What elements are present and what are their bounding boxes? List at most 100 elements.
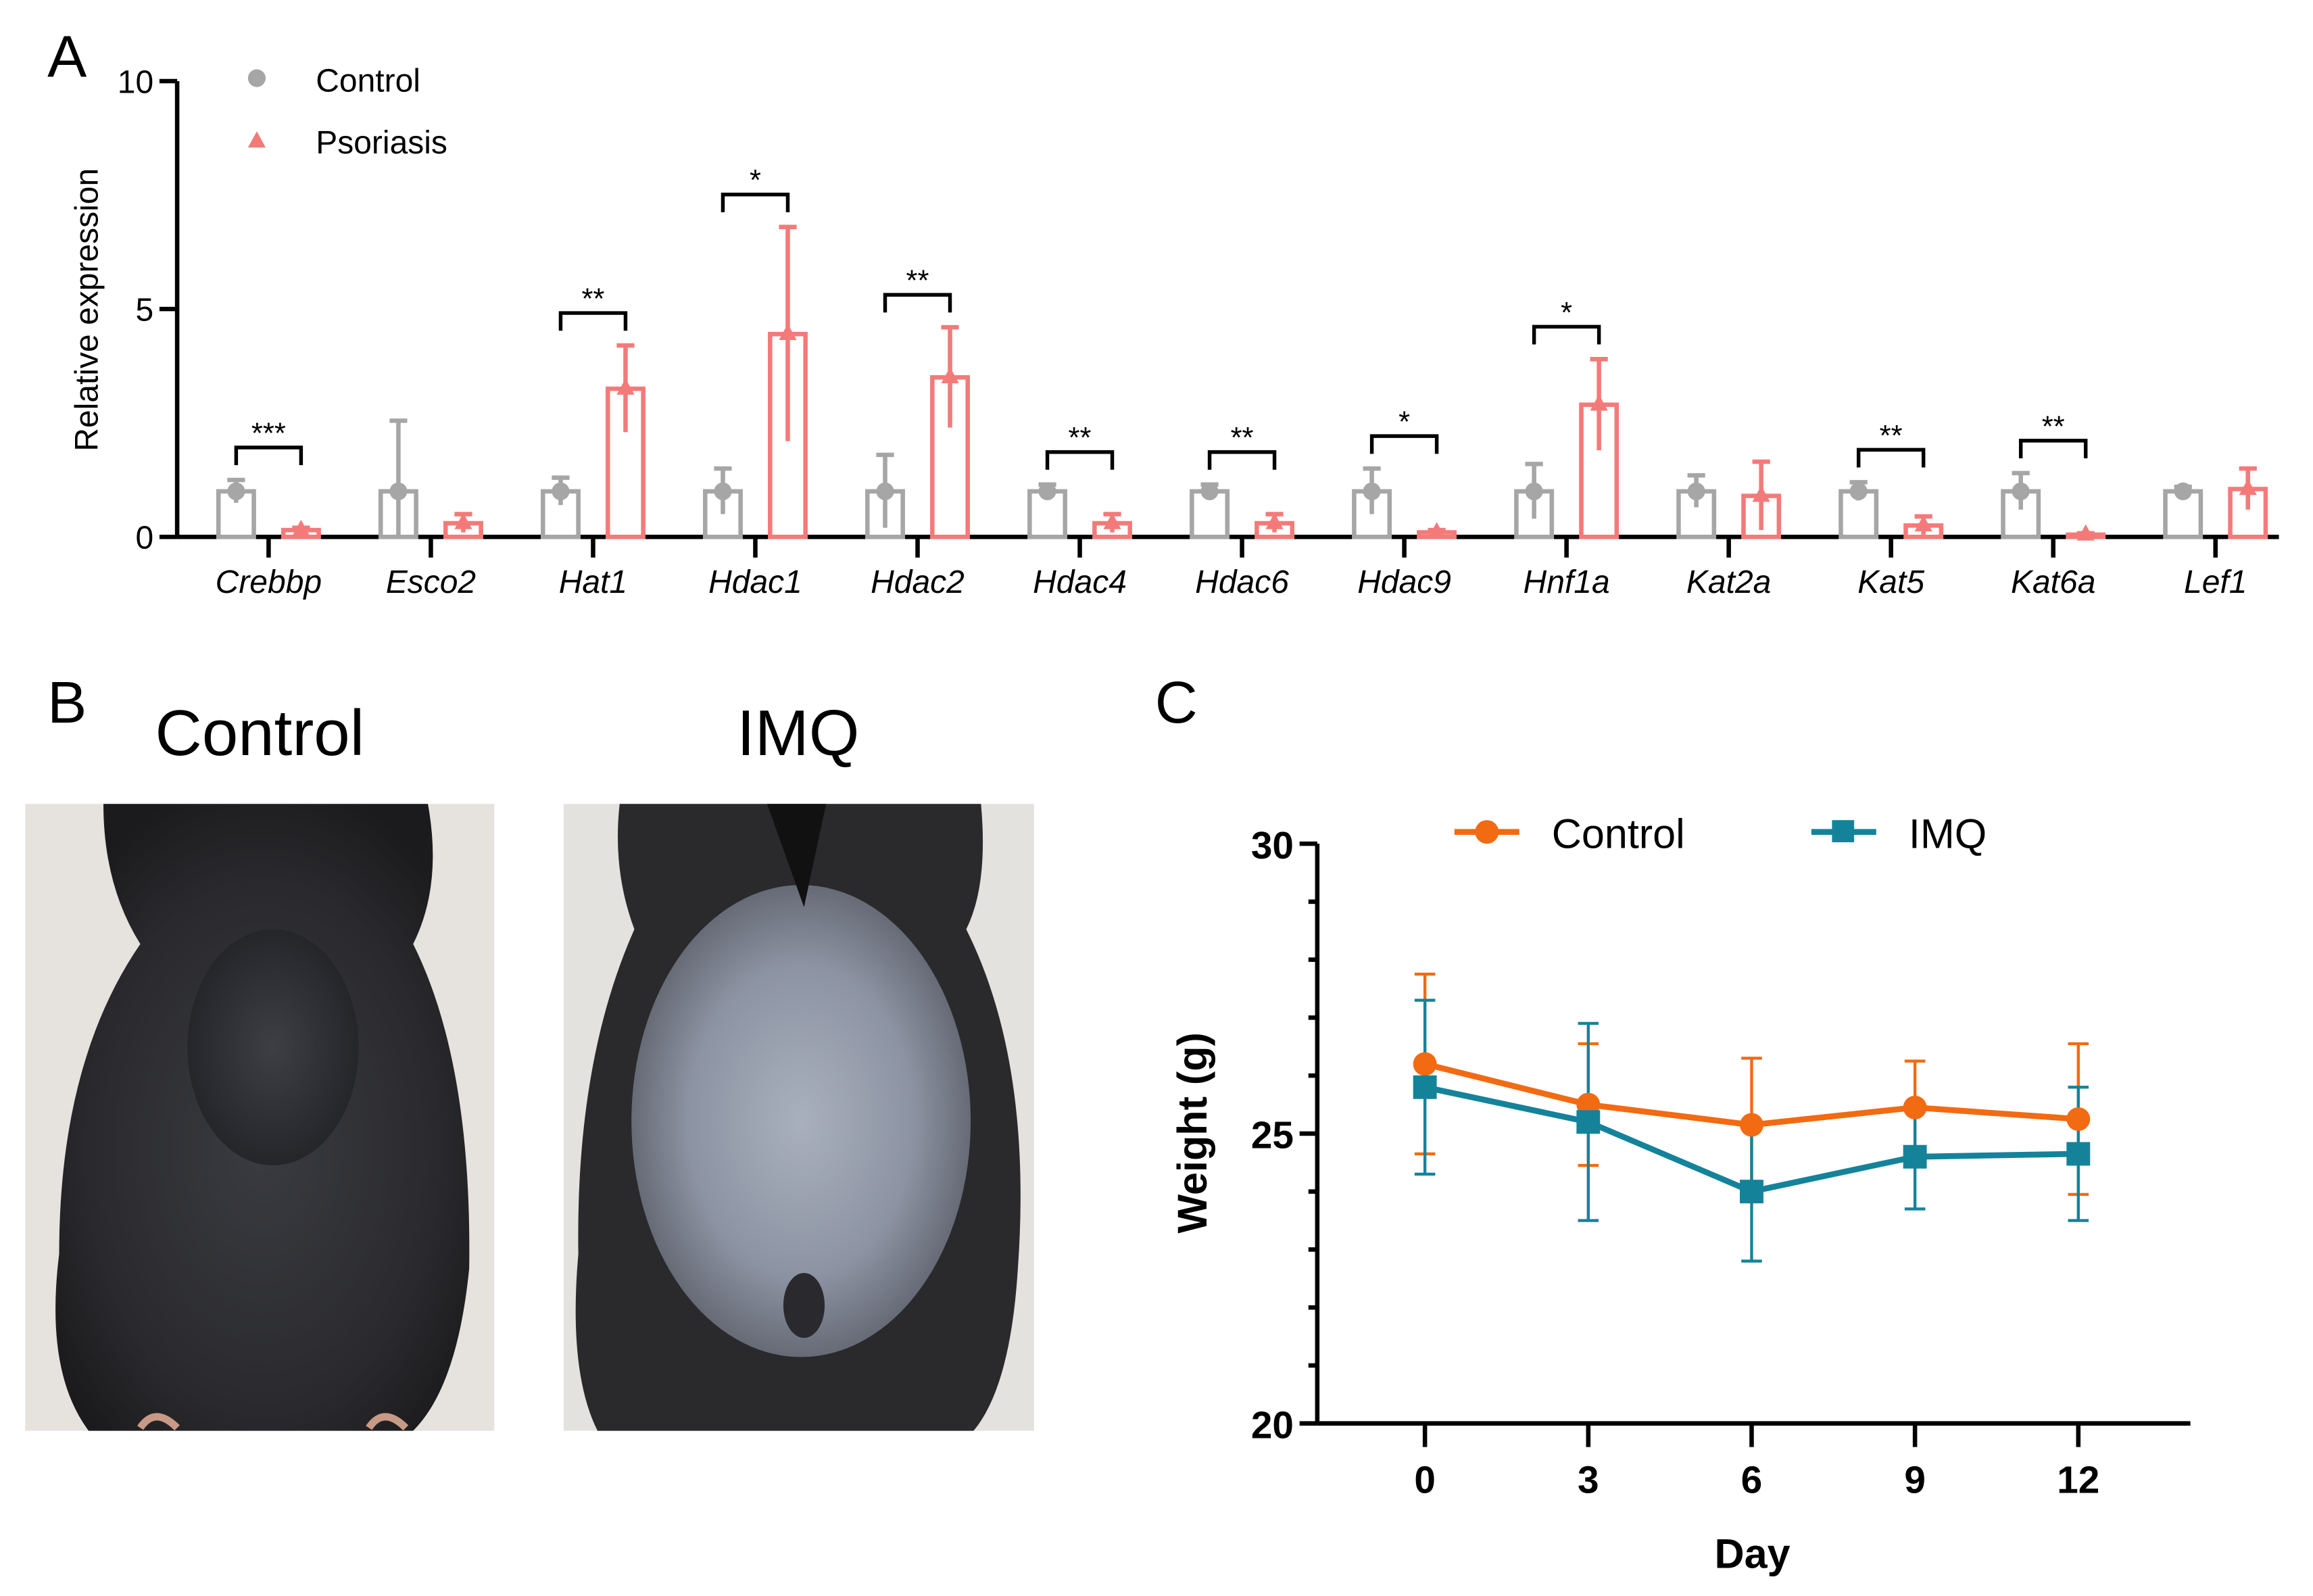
- data-point-control: [1363, 482, 1381, 500]
- data-point-psoriasis: [1428, 522, 1446, 539]
- legend-marker-imq: [1832, 820, 1855, 842]
- significance-bracket: [1045, 450, 1115, 470]
- data-point-psoriasis: [1752, 485, 1770, 502]
- significance-bracket: [1369, 434, 1439, 454]
- data-point-psoriasis: [1914, 515, 1932, 532]
- data-point-control: [714, 482, 732, 500]
- data-point-psoriasis: [292, 519, 310, 536]
- y-axis-label: Relative expression: [69, 168, 105, 452]
- data-point-control: [1740, 1113, 1763, 1137]
- data-point-control: [1200, 482, 1219, 500]
- data-point-psoriasis: [616, 378, 635, 395]
- photo-control-mouse: [25, 804, 495, 1431]
- data-point-psoriasis: [454, 512, 472, 529]
- significance-label: **: [2042, 410, 2065, 443]
- data-point-control: [2012, 482, 2030, 500]
- data-point-psoriasis: [779, 323, 797, 340]
- significance-bracket: [1207, 450, 1277, 470]
- y-tick-label: 30: [1251, 825, 1294, 867]
- data-point-control: [1413, 1052, 1437, 1076]
- x-tick-label: 12: [2057, 1459, 2099, 1501]
- data-point-control: [2174, 482, 2192, 500]
- significance-bracket: [234, 445, 303, 466]
- x-tick-label-hnf1a: Hnf1a: [1524, 564, 1610, 600]
- data-point-control: [1903, 1095, 1927, 1119]
- legend-marker-psoriasis: [247, 131, 266, 148]
- legend-label-imq: IMQ: [1909, 811, 1987, 857]
- photo-title-control: Control: [155, 697, 364, 769]
- significance-label: **: [1069, 421, 1092, 454]
- data-point-psoriasis: [1590, 394, 1608, 411]
- legend-label-control: Control: [316, 63, 420, 99]
- significance-label: **: [906, 264, 929, 297]
- x-tick-label: 6: [1741, 1459, 1763, 1501]
- significance-label: *: [750, 164, 761, 197]
- data-point-imq: [2066, 1142, 2091, 1166]
- data-point-control: [389, 482, 408, 500]
- data-point-control: [227, 482, 245, 500]
- significance-bracket: [883, 293, 952, 313]
- legend-label-control: Control: [1552, 811, 1685, 857]
- legend-marker-control: [247, 69, 266, 87]
- data-point-control: [1687, 482, 1705, 500]
- x-tick-label-hdac1: Hdac1: [708, 564, 802, 600]
- x-tick-label-kat6a: Kat6a: [2011, 564, 2095, 600]
- data-point-imq: [1576, 1110, 1601, 1134]
- x-tick-label-kat2a: Kat2a: [1686, 564, 1771, 600]
- y-tick-label: 0: [135, 521, 153, 556]
- y-tick-label: 25: [1251, 1115, 1294, 1157]
- x-tick-label-lef1: Lef1: [2184, 564, 2247, 600]
- panel-label-a: A: [47, 24, 87, 89]
- data-point-control: [876, 482, 894, 500]
- panel-label-b: B: [47, 670, 87, 735]
- legend-marker-control: [1475, 820, 1499, 844]
- panel-label-c: C: [1155, 670, 1198, 735]
- significance-label: *: [1561, 296, 1572, 329]
- significance-label: **: [1880, 419, 1903, 452]
- y-tick-label: 20: [1251, 1405, 1294, 1447]
- significance-label: *: [1398, 406, 1410, 439]
- significance-bracket: [1532, 324, 1601, 345]
- data-point-psoriasis: [1103, 512, 1121, 529]
- y-axis-label: Weight (g): [1169, 1032, 1215, 1233]
- x-tick-label-kat5: Kat5: [1857, 564, 1924, 600]
- significance-bracket: [721, 193, 790, 212]
- data-point-control: [1038, 482, 1056, 500]
- data-point-psoriasis: [1265, 512, 1284, 529]
- data-point-psoriasis: [941, 367, 959, 384]
- data-point-imq: [1740, 1180, 1763, 1204]
- photo-imq-mouse: [563, 804, 1034, 1431]
- legend: Control Psoriasis: [247, 63, 447, 161]
- data-point-control: [1525, 482, 1543, 500]
- x-tick-label: 3: [1578, 1459, 1599, 1501]
- x-tick-label-hdac6: Hdac6: [1195, 564, 1289, 600]
- significance-bracket: [1856, 448, 1926, 468]
- x-tick-label: 9: [1904, 1459, 1926, 1501]
- data-point-control: [2066, 1107, 2091, 1131]
- photo-title-imq: IMQ: [737, 697, 859, 769]
- x-tick-label-hdac4: Hdac4: [1033, 564, 1127, 600]
- x-tick-label-hat1: Hat1: [559, 564, 627, 600]
- x-tick-label-esco2: Esco2: [386, 564, 476, 600]
- data-point-imq: [1903, 1144, 1927, 1169]
- x-axis-label: Day: [1715, 1531, 1791, 1577]
- data-point-psoriasis: [2239, 479, 2257, 495]
- data-point-control: [552, 482, 570, 500]
- significance-bracket: [558, 311, 628, 331]
- x-tick-label-crebbp: Crebbp: [216, 564, 322, 600]
- bar-chart-relative-expression: Relative expression 0 5 10 Crebbp Esco2 Hat1 H…: [69, 63, 2279, 600]
- data-point-imq: [1413, 1075, 1437, 1099]
- x-tick-label-hdac9: Hdac9: [1357, 564, 1451, 600]
- y-tick-label: 10: [118, 64, 153, 100]
- photo-panel: Control IMQ: [25, 697, 1034, 1431]
- data-point-control: [1849, 482, 1868, 500]
- y-tick-label: 5: [135, 293, 153, 329]
- significance-bracket: [2018, 439, 2088, 459]
- legend: Control IMQ: [1454, 811, 1987, 857]
- significance-label: **: [581, 283, 604, 316]
- x-tick-label: 0: [1414, 1459, 1436, 1501]
- significance-label: ***: [251, 416, 286, 450]
- legend-label-psoriasis: Psoriasis: [316, 125, 447, 161]
- line-chart-weight: Weight (g) Day 20 25 30 0 3 6 9 12 Control IMQ: [1169, 811, 2191, 1577]
